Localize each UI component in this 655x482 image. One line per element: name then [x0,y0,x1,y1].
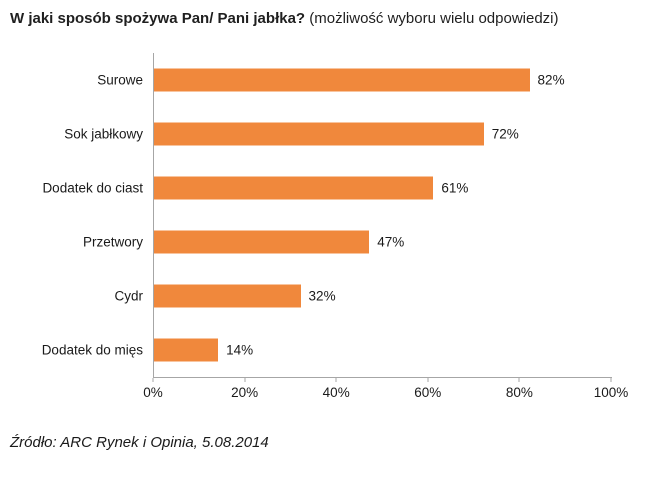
bar [154,122,484,146]
source-note: Źródło: ARC Rynek i Opinia, 5.08.2014 [10,433,269,451]
category-label: Surowe [97,72,143,88]
bar [154,68,530,92]
bar-row: Sok jabłkowy 72% [64,107,612,161]
bar [154,176,434,200]
x-tick-mark [427,377,429,382]
bar-row: Przetwory 47% [83,215,612,269]
value-label: 72% [491,126,519,142]
category-label: Sok jabłkowy [64,126,143,142]
chart-title: W jaki sposób spożywa Pan/ Pani jabłka? … [0,0,655,29]
bar-chart: Surowe 82% Sok jabłkowy 72% Dodatek do ciast… [0,52,655,404]
x-tick-mark [335,377,337,382]
value-label: 14% [226,342,254,358]
plot-area: Surowe 82% Sok jabłkowy 72% Dodatek do ciast… [42,52,612,378]
chart-title-question: W jaki sposób spożywa Pan/ Pani jabłka? [10,10,306,27]
category-label: Dodatek do mięs [41,342,143,358]
bar-row: Cydr 32% [114,269,612,323]
x-tick-label: 40% [322,384,350,400]
bar-row: Surowe 82% [97,53,612,107]
x-axis: 0% 20% 40% 60% 80% 100% [143,377,628,404]
x-tick-mark [152,377,154,382]
value-label: 61% [441,180,469,196]
x-tick-label: 80% [505,384,533,400]
x-tick-mark [244,377,246,382]
category-label: Dodatek do ciast [42,180,143,196]
bar [154,230,370,254]
bar [154,284,301,308]
x-tick-label: 20% [231,384,259,400]
value-label: 47% [377,234,405,250]
x-tick-label: 60% [414,384,442,400]
bar [154,338,219,362]
chart-title-note: (możliwość wyboru wielu odpowiedzi) [309,10,559,27]
value-label: 32% [308,288,336,304]
category-label: Cydr [114,288,143,304]
x-tick-label: 100% [593,384,629,400]
category-label: Przetwory [82,234,143,250]
bar-row: Dodatek do mięs 14% [42,323,612,377]
value-label: 82% [537,72,565,88]
x-tick-label: 0% [143,384,163,400]
bar-row: Dodatek do ciast 61% [42,161,612,215]
x-tick-mark [610,377,612,382]
x-tick-mark [518,377,520,382]
